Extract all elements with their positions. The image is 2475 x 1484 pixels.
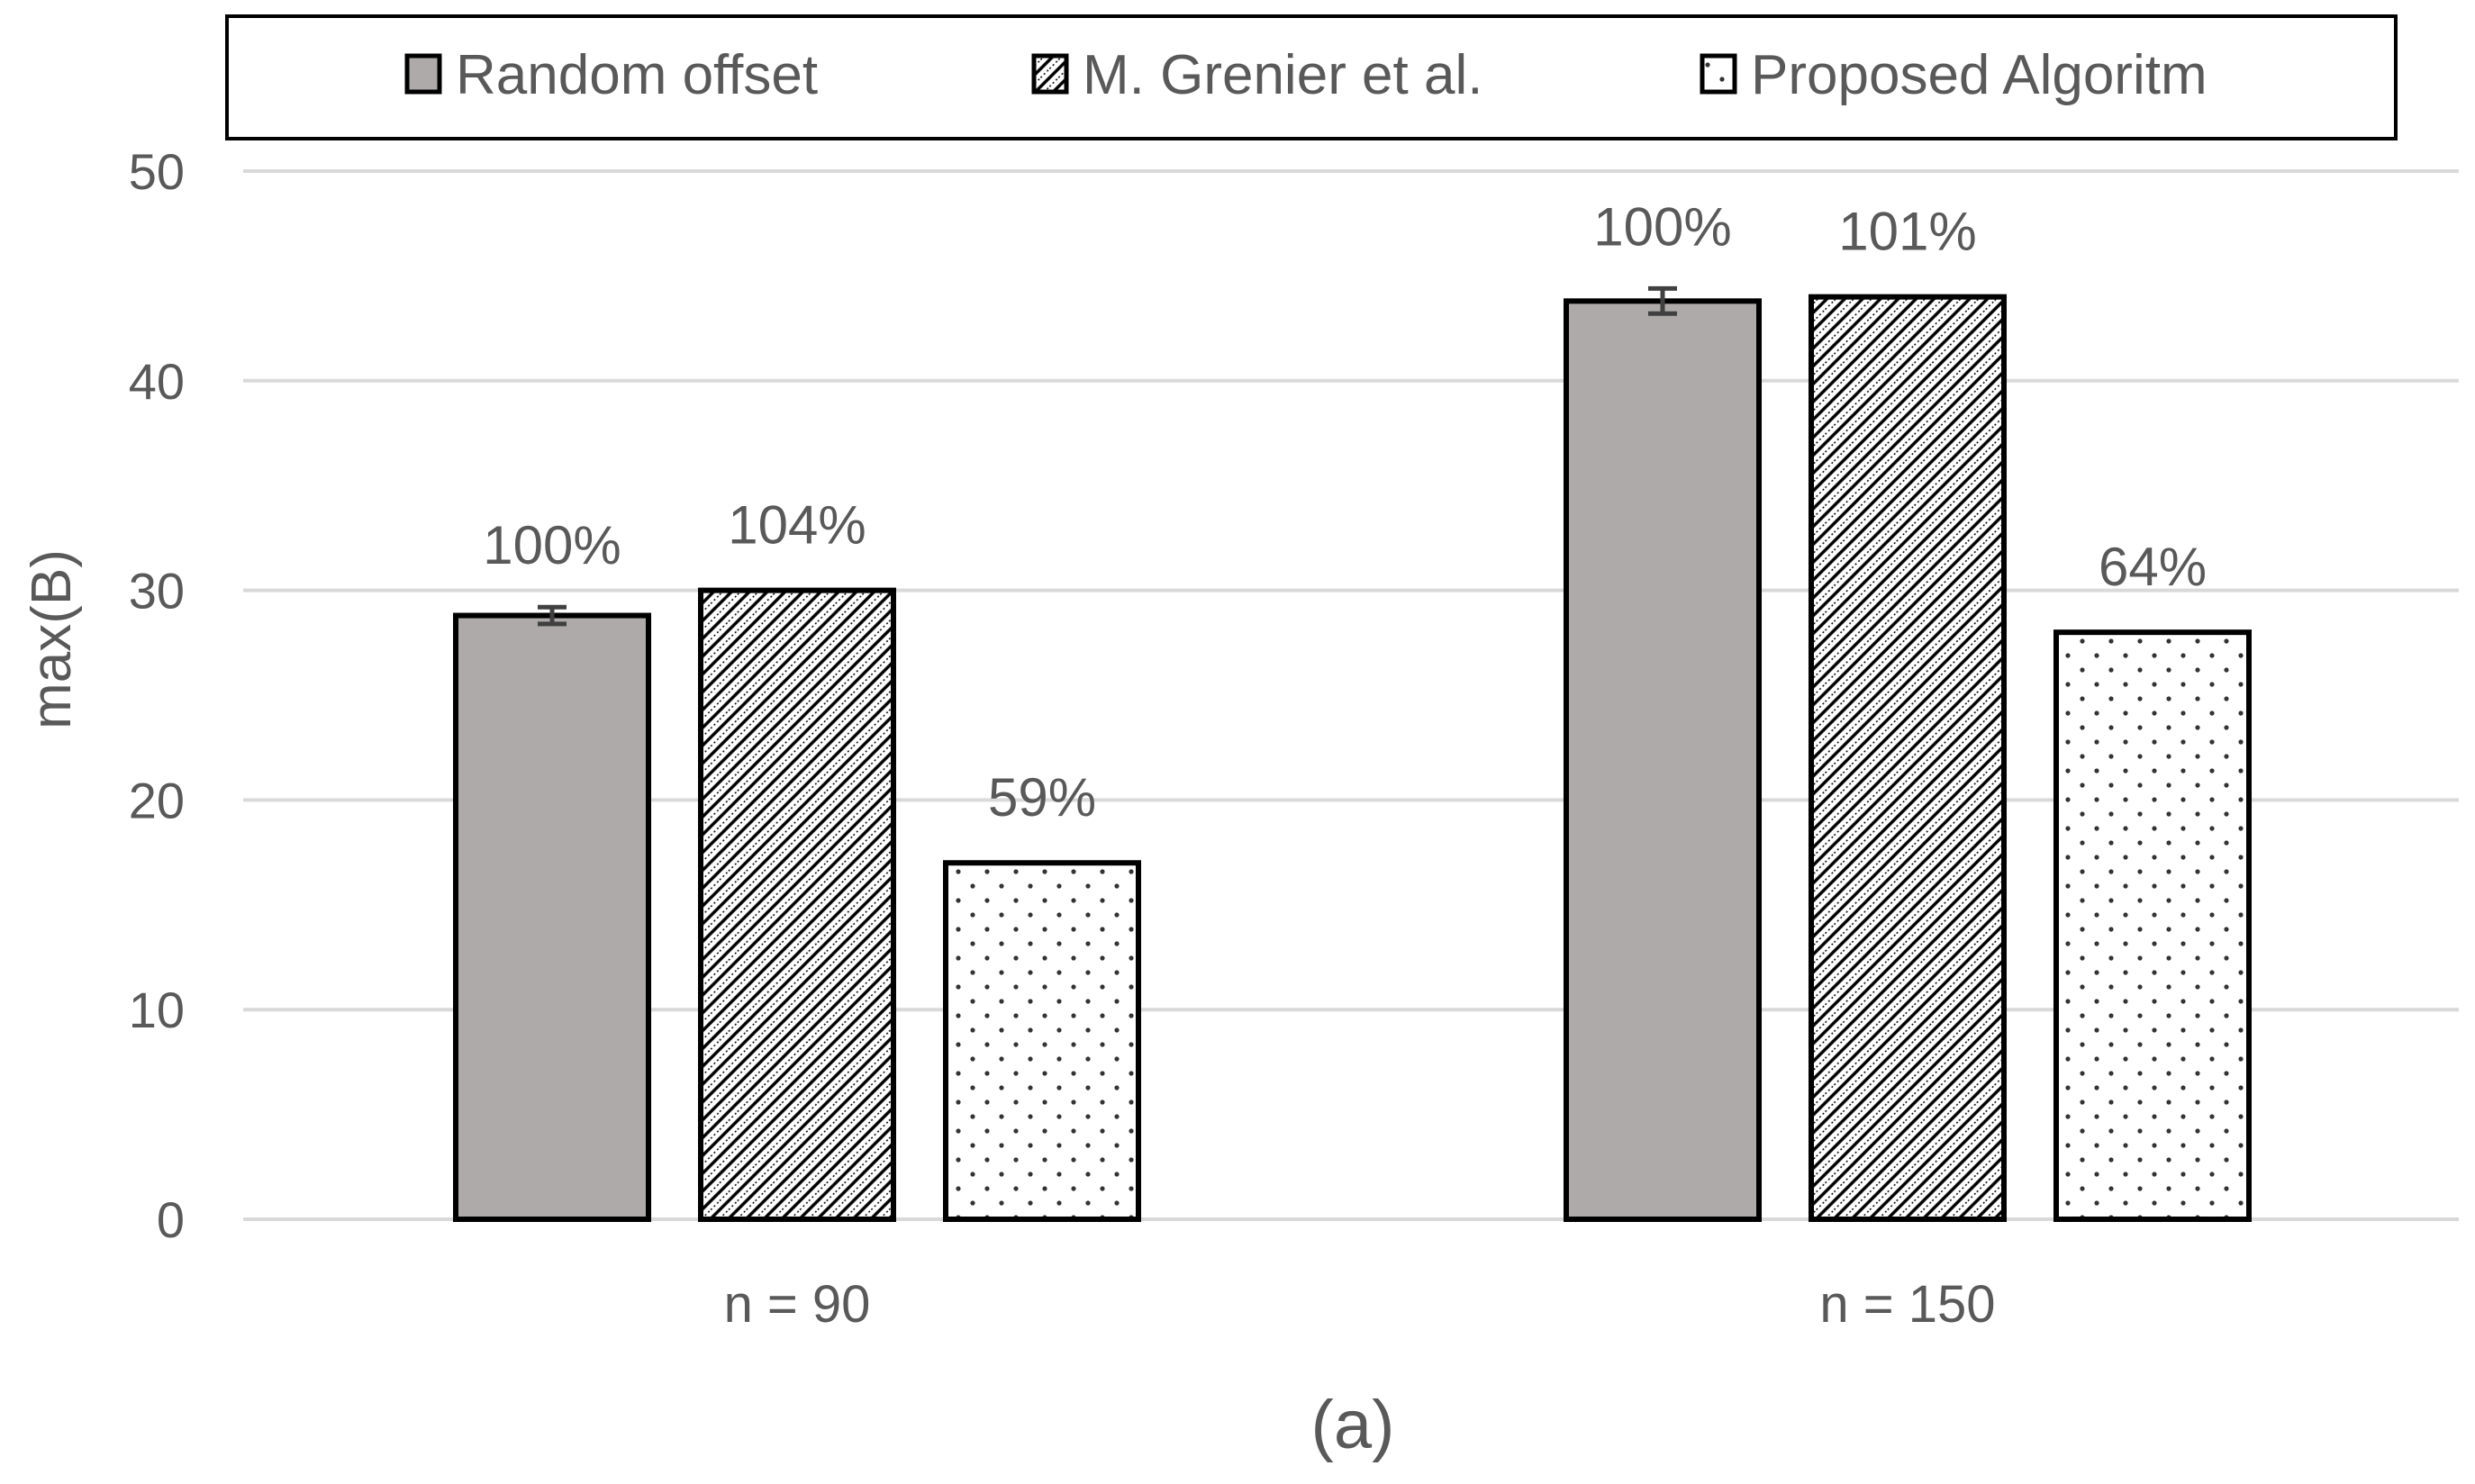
x-category-label: n = 90	[724, 1275, 871, 1334]
figure-caption: (a)	[1311, 1387, 1395, 1463]
y-tick-label: 40	[129, 353, 185, 410]
bar-random-offset-1	[1564, 298, 1762, 1222]
legend-item-m-grenier-et-al-: M. Grenier et al.	[1031, 44, 1482, 106]
error-bar	[1648, 285, 1677, 316]
legend: Random offset M. Grenier et al. Proposed A…	[225, 14, 2398, 140]
bar-m-grenier-et-al--1	[1809, 294, 2007, 1222]
data-label: 100%	[483, 515, 621, 575]
bars	[453, 285, 2252, 1222]
data-label: 59%	[988, 767, 1096, 828]
y-axis: 0 10 20 30 40 50 n = 90 n = 150	[129, 143, 1996, 1334]
legend-swatch	[1031, 53, 1069, 95]
data-label: 104%	[728, 495, 866, 556]
bar-proposed-algoritm-1	[2053, 629, 2252, 1222]
legend-swatch	[1700, 53, 1737, 95]
y-tick-label: 30	[129, 563, 185, 620]
y-tick-label: 20	[129, 772, 185, 828]
data-label: 100%	[1593, 196, 1731, 257]
legend-label: Random offset	[456, 44, 818, 106]
bar-m-grenier-et-al--0	[698, 587, 896, 1222]
y-tick-label: 10	[129, 982, 185, 1038]
legend-swatch	[404, 53, 442, 95]
data-labels: 100% 104% 59% 100% 101% 64%	[483, 196, 2207, 828]
legend-label: Proposed Algoritm	[1751, 44, 2208, 106]
x-category-label: n = 150	[1819, 1275, 1995, 1334]
legend-frame	[225, 14, 2398, 140]
data-label: 64%	[2099, 537, 2207, 597]
bar-proposed-algoritm-0	[943, 860, 1141, 1222]
y-tick-label: 0	[157, 1191, 185, 1248]
legend-item-proposed-algoritm: Proposed Algoritm	[1700, 44, 2208, 106]
error-bar	[538, 604, 567, 627]
y-axis-label: max(B)	[21, 549, 83, 729]
legend-label: M. Grenier et al.	[1083, 44, 1482, 106]
legend-item-random-offset: Random offset	[404, 44, 818, 106]
data-label: 101%	[1838, 202, 1976, 262]
y-tick-label: 50	[129, 143, 185, 200]
bar-random-offset-0	[453, 612, 651, 1222]
